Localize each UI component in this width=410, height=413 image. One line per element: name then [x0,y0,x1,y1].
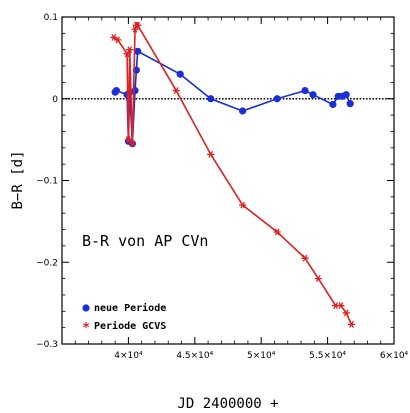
data-point [273,95,281,103]
y-tick-label: −0.2 [36,258,58,268]
series-layer [110,21,356,328]
series-line [113,24,353,325]
data-point [128,140,136,148]
data-point [207,95,215,103]
data-point [239,107,247,115]
y-axis-title: B−R [d] [10,150,26,209]
x-tick-label: 6×10⁴ [380,351,409,361]
data-point [342,91,350,99]
x-tick-label: 4×10⁴ [114,351,143,361]
legend-label-neue-periode: neue Periode [94,302,166,314]
data-point [273,228,281,236]
data-point [239,201,247,209]
axis-ticks [61,16,395,345]
data-point [124,136,132,144]
data-point [114,36,122,44]
data-point [172,87,180,95]
y-tick-label: 0.1 [44,13,58,23]
data-point [337,302,345,310]
data-point [126,46,134,54]
x-tick-label: 5×10⁴ [247,351,276,361]
data-point [314,275,322,283]
data-point [176,70,184,78]
series-neue-periode [111,47,354,148]
data-point [347,320,356,328]
legend-marker-periode-gcvs: * [83,321,90,336]
data-point [346,100,354,108]
data-point [134,21,142,29]
y-tick-label: −0.3 [36,340,58,350]
series-periode-gcvs [110,21,356,328]
axis-tick-labels: 4×10⁴ 4.5×10⁴ 5×10⁴ 5.5×10⁴ 6×10⁴ 0.1 0 −0.1 −0.… [36,13,408,361]
y-tick-label: −0.1 [36,177,58,187]
y-tick-label: 0 [52,95,58,105]
data-point [134,47,142,55]
data-point [301,254,309,262]
data-point [131,86,139,95]
chart-annotation: B-R von AP CVn [82,232,208,250]
legend: neue Periode * Periode GCVS [82,302,166,336]
legend-marker-neue-periode [82,304,90,312]
x-tick-label: 4.5×10⁴ [176,351,213,361]
data-point [342,309,350,317]
legend-label-periode-gcvs: Periode GCVS [94,320,166,332]
x-tick-label: 5.5×10⁴ [309,351,346,361]
x-axis-title: JD 2400000 + [177,396,278,412]
data-point [207,150,215,158]
data-point [301,86,309,95]
data-point [329,100,337,109]
data-point [309,91,317,99]
data-point [112,86,121,95]
